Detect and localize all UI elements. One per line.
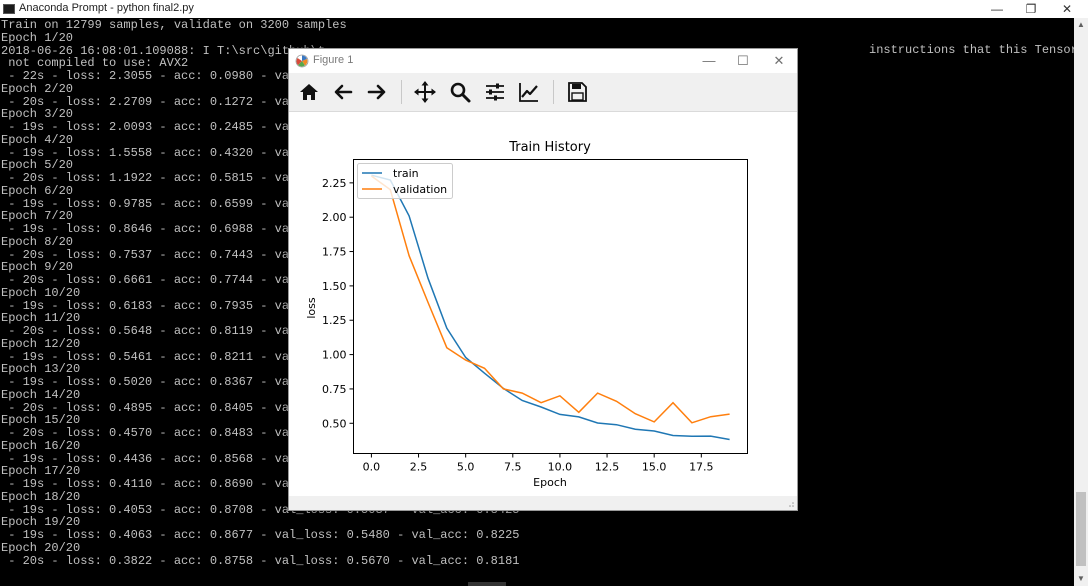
console-line: - 19s - loss: 1.5558 - acc: 0.4320 - val… bbox=[1, 146, 326, 160]
console-window-title: Anaconda Prompt - python final2.py bbox=[19, 2, 194, 14]
legend: train validation bbox=[357, 163, 453, 199]
console-line: - 20s - loss: 0.3822 - acc: 0.8758 - val… bbox=[1, 554, 520, 568]
console-scrollbar[interactable]: ▲ ▼ bbox=[1074, 18, 1088, 586]
scroll-thumb[interactable] bbox=[1076, 492, 1086, 566]
toolbar-separator bbox=[401, 80, 402, 104]
console-line: Epoch 1/20 bbox=[1, 31, 74, 45]
figure-title: Figure 1 bbox=[313, 54, 354, 66]
console-line: Epoch 14/20 bbox=[1, 388, 81, 402]
x-tick-label: 7.5 bbox=[504, 461, 522, 474]
y-tick-label: 2.25 bbox=[322, 177, 347, 190]
x-tick-label: 12.5 bbox=[595, 461, 620, 474]
figure-maximize-button[interactable]: ☐ bbox=[737, 53, 749, 68]
figure-window[interactable]: Figure 1 — ☐ ✕ bbox=[288, 48, 798, 511]
console-titlebar[interactable]: Anaconda Prompt - python final2.py — ❐ ✕ bbox=[0, 0, 1088, 19]
console-line: Epoch 18/20 bbox=[1, 490, 81, 504]
y-tick-label: 0.50 bbox=[322, 417, 347, 430]
console-line: Epoch 4/20 bbox=[1, 133, 74, 147]
y-axis-label: loss bbox=[305, 297, 318, 319]
forward-arrow-icon[interactable] bbox=[365, 80, 389, 104]
minimize-button[interactable]: — bbox=[991, 2, 1003, 16]
x-tick-label: 5.0 bbox=[457, 461, 475, 474]
scroll-up-arrow-icon[interactable]: ▲ bbox=[1077, 20, 1085, 29]
figure-minimize-button[interactable]: — bbox=[702, 53, 716, 68]
x-axis-label: Epoch bbox=[533, 476, 567, 489]
figure-titlebar[interactable]: Figure 1 — ☐ ✕ bbox=[289, 49, 797, 73]
console-line: - 20s - loss: 0.6661 - acc: 0.7744 - val… bbox=[1, 273, 326, 287]
taskbar-fragment bbox=[468, 582, 506, 586]
y-tick-label: 2.00 bbox=[322, 211, 347, 224]
matplotlib-logo-icon bbox=[295, 54, 309, 68]
x-tick-label: 17.5 bbox=[689, 461, 714, 474]
console-line: Epoch 17/20 bbox=[1, 464, 81, 478]
console-line: Epoch 2/20 bbox=[1, 82, 74, 96]
legend-label-validation: validation bbox=[393, 183, 447, 196]
terminal-icon bbox=[3, 4, 15, 14]
close-button[interactable]: ✕ bbox=[1061, 2, 1073, 16]
console-overflow-text: instructions that this TensorFlow binary… bbox=[869, 43, 1088, 57]
chart-title: Train History bbox=[508, 140, 591, 155]
y-tick-label: 1.00 bbox=[322, 349, 347, 362]
console-line: Epoch 6/20 bbox=[1, 184, 74, 198]
console-line: Epoch 12/20 bbox=[1, 337, 81, 351]
console-line: Epoch 11/20 bbox=[1, 311, 81, 325]
console-line: Epoch 8/20 bbox=[1, 235, 74, 249]
console-line: Epoch 5/20 bbox=[1, 158, 74, 172]
console-line: Epoch 20/20 bbox=[1, 541, 81, 555]
console-line: Epoch 9/20 bbox=[1, 260, 74, 274]
console-line: Epoch 15/20 bbox=[1, 413, 81, 427]
console-line: - 19s - loss: 0.6183 - acc: 0.7935 - val… bbox=[1, 299, 326, 313]
console-line: Epoch 13/20 bbox=[1, 362, 81, 376]
x-tick-label: 0.0 bbox=[363, 461, 381, 474]
console-line: Epoch 16/20 bbox=[1, 439, 81, 453]
figure-statusbar bbox=[289, 496, 797, 510]
save-icon[interactable] bbox=[565, 80, 589, 104]
figure-toolbar bbox=[289, 73, 797, 112]
plot-canvas[interactable]: Train History 0.50 0.75 1.00 1.25 1.50 1.75 2.… bbox=[289, 112, 797, 496]
y-tick-label: 0.75 bbox=[322, 383, 347, 396]
scroll-down-arrow-icon[interactable]: ▼ bbox=[1077, 574, 1085, 583]
console-line: Epoch 3/20 bbox=[1, 107, 74, 121]
x-tick-label: 2.5 bbox=[410, 461, 428, 474]
console-line: Epoch 19/20 bbox=[1, 515, 81, 529]
zoom-icon[interactable] bbox=[448, 80, 472, 104]
restore-button[interactable]: ❐ bbox=[1025, 2, 1037, 16]
y-tick-label: 1.50 bbox=[322, 280, 347, 293]
console-line: not compiled to use: AVX2 bbox=[1, 56, 189, 70]
y-tick-label: 1.25 bbox=[322, 314, 347, 327]
resize-grip-icon[interactable] bbox=[787, 500, 795, 508]
x-tick-label: 10.0 bbox=[548, 461, 573, 474]
edit-axis-icon[interactable] bbox=[517, 80, 541, 104]
series-line-validation bbox=[370, 175, 730, 424]
console-line: - 19s - loss: 0.4063 - acc: 0.8677 - val… bbox=[1, 528, 520, 542]
toolbar-separator bbox=[553, 80, 554, 104]
subplots-config-icon[interactable] bbox=[483, 80, 507, 104]
legend-label-train: train bbox=[393, 167, 419, 180]
console-line: Train on 12799 samples, validate on 3200… bbox=[1, 18, 347, 32]
console-line: Epoch 7/20 bbox=[1, 209, 74, 223]
axes-frame bbox=[353, 159, 748, 454]
x-tick-label: 15.0 bbox=[642, 461, 667, 474]
home-icon[interactable] bbox=[297, 80, 321, 104]
y-tick-label: 1.75 bbox=[322, 246, 347, 259]
series-line-train bbox=[371, 174, 730, 441]
back-arrow-icon[interactable] bbox=[331, 80, 355, 104]
pan-icon[interactable] bbox=[413, 80, 437, 104]
figure-close-button[interactable]: ✕ bbox=[773, 53, 785, 68]
loss-chart: Train History 0.50 0.75 1.00 1.25 1.50 1.75 2.… bbox=[305, 140, 748, 489]
console-line: Epoch 10/20 bbox=[1, 286, 81, 300]
